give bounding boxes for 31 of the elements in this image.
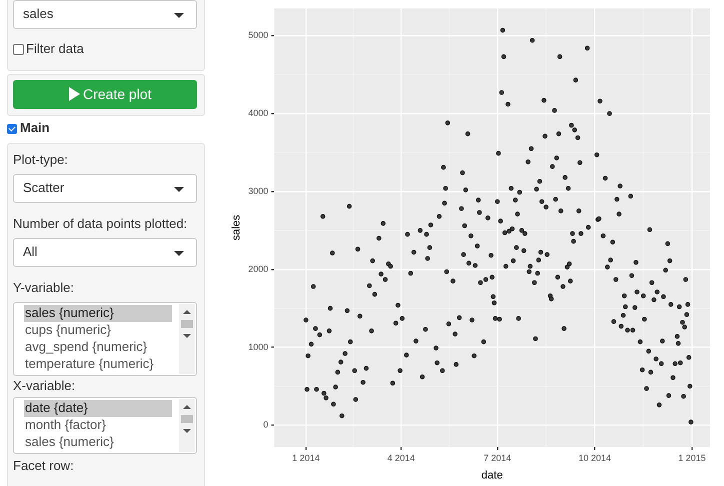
x-tick-label: 1 2015 [678,452,706,463]
y-tick-label: 1000 [248,342,268,352]
text: Number of data points plotted: [13,216,188,231]
y-tick-label: 4000 [248,108,268,118]
text: sales [23,6,54,21]
text: Plot-type: [13,152,68,167]
text: Facet row: [13,458,74,473]
text: Scatter [23,180,64,195]
y-tick-label: 0 [263,420,268,430]
text: Filter data [26,41,84,56]
text: sales {numeric} [25,305,114,320]
text: month {factor} [25,417,106,432]
x-tick-label: 1 2014 [292,452,320,463]
text: avg_spend {numeric} [25,339,148,354]
text: date {date} [25,400,88,415]
text: X-variable: [13,378,76,393]
text: sales {numeric} [25,434,114,449]
text: Y-variable: [13,280,74,295]
x-axis-title: date [481,469,503,482]
text: cups {numeric} [25,322,111,337]
text: temperature {numeric} [25,356,154,371]
x-tick-label: 10 2014 [578,452,611,463]
y-tick-label: 5000 [248,30,268,40]
x-tick-label: 4 2014 [387,452,415,463]
text: Create plot [83,86,152,102]
x-tick-label: 7 2014 [484,452,512,463]
y-tick-label: 2000 [248,264,268,274]
text: Main [20,120,50,135]
y-tick-label: 3000 [248,186,268,196]
y-axis-title: sales [230,214,243,241]
text: All [23,244,38,259]
